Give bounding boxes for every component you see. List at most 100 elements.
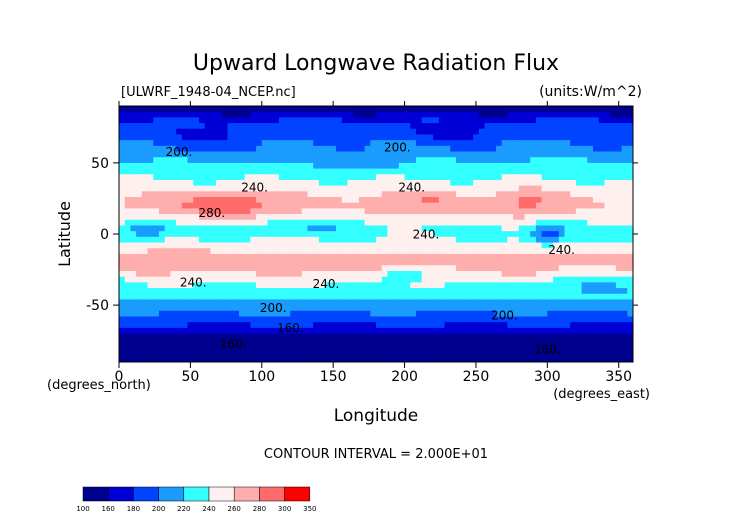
heatmap-cell: [307, 111, 314, 118]
heatmap-cell: [261, 174, 268, 181]
heatmap-cell: [193, 333, 200, 340]
heatmap-cell: [467, 140, 474, 147]
heatmap-cell: [244, 299, 251, 306]
heatmap-cell: [627, 270, 633, 278]
heatmap-cell: [267, 259, 274, 266]
heatmap-cell: [547, 299, 554, 306]
heatmap-cell: [627, 128, 633, 135]
heatmap-cell: [415, 197, 423, 204]
heatmap-cell: [484, 356, 491, 362]
heatmap-cell: [621, 333, 628, 340]
heatmap-cell: [221, 356, 228, 362]
heatmap-cell: [564, 339, 571, 346]
heatmap-cell: [524, 305, 531, 312]
heatmap-cell: [119, 123, 126, 130]
heatmap-cell: [187, 344, 194, 352]
heatmap-cell: [267, 344, 274, 352]
heatmap-cell: [467, 219, 474, 226]
heatmap-cell: [501, 202, 508, 209]
heatmap-cell: [353, 327, 360, 334]
heatmap-cell: [158, 123, 166, 130]
heatmap-cell: [284, 293, 291, 300]
heatmap-cell: [238, 322, 246, 329]
heatmap-cell: [273, 350, 280, 357]
heatmap-cell: [313, 106, 320, 113]
heatmap-cell: [604, 151, 611, 158]
heatmap-cell: [415, 350, 423, 357]
heatmap-cell: [433, 202, 440, 209]
heatmap-cell: [187, 106, 194, 113]
heatmap-cell: [558, 117, 565, 124]
heatmap-cell: [610, 356, 617, 362]
heatmap-cell: [541, 151, 548, 158]
heatmap-cell: [153, 288, 160, 295]
heatmap-cell: [358, 288, 365, 295]
heatmap-cell: [575, 197, 582, 204]
heatmap-cell: [575, 145, 582, 152]
heatmap-cell: [410, 322, 417, 329]
heatmap-cell: [615, 242, 622, 249]
heatmap-cell: [364, 168, 371, 175]
heatmap-cell: [530, 299, 537, 306]
heatmap-cell: [421, 168, 428, 175]
heatmap-cell: [193, 174, 200, 181]
heatmap-cell: [336, 305, 343, 312]
heatmap-cell: [273, 339, 280, 346]
heatmap-cell: [130, 214, 137, 221]
heatmap-cell: [415, 219, 423, 226]
heatmap-cell: [535, 128, 543, 135]
heatmap-cell: [398, 236, 405, 243]
heatmap-cell: [461, 151, 468, 158]
heatmap-cell: [204, 299, 211, 306]
heatmap-cell: [478, 276, 485, 283]
heatmap-cell: [250, 248, 257, 255]
heatmap-cell: [301, 157, 308, 164]
heatmap-cell: [267, 179, 274, 187]
heatmap-cell: [381, 327, 388, 334]
heatmap-cell: [541, 231, 548, 238]
heatmap-cell: [427, 191, 434, 198]
heatmap-cell: [341, 350, 348, 357]
heatmap-cell: [307, 106, 314, 113]
heatmap-cell: [216, 185, 223, 192]
heatmap-cell: [598, 214, 605, 221]
heatmap-cell: [433, 117, 440, 124]
heatmap-cell: [581, 276, 588, 283]
heatmap-cell: [410, 259, 417, 266]
heatmap-cell: [455, 219, 463, 226]
heatmap-cell: [187, 157, 194, 164]
heatmap-cell: [250, 356, 257, 362]
heatmap-cell: [210, 145, 217, 152]
heatmap-cell: [347, 157, 354, 164]
heatmap-cell: [204, 253, 211, 260]
heatmap-cell: [450, 162, 457, 169]
heatmap-cell: [398, 231, 405, 238]
heatmap-cell: [615, 106, 622, 113]
heatmap-cell: [170, 350, 177, 357]
heatmap-cell: [227, 231, 234, 238]
heatmap-cell: [415, 316, 423, 323]
heatmap-cell: [381, 299, 388, 306]
heatmap-cell: [124, 208, 131, 215]
heatmap-cell: [530, 316, 537, 323]
heatmap-cell: [136, 316, 143, 323]
heatmap-cell: [438, 333, 445, 340]
heatmap-cell: [541, 140, 548, 147]
heatmap-cell: [313, 327, 320, 334]
heatmap-cell: [387, 270, 394, 278]
heatmap-cell: [221, 214, 228, 221]
heatmap-cell: [313, 316, 320, 323]
heatmap-cell: [427, 242, 434, 249]
heatmap-cell: [147, 106, 154, 113]
heatmap-cell: [261, 305, 268, 312]
heatmap-cell: [278, 270, 286, 278]
heatmap-cell: [267, 191, 274, 198]
heatmap-cell: [398, 282, 405, 289]
heatmap-cell: [575, 157, 582, 164]
heatmap-cell: [604, 282, 611, 289]
heatmap-cell: [296, 123, 303, 130]
heatmap-cell: [535, 168, 543, 175]
heatmap-cell: [398, 350, 405, 357]
heatmap-cell: [564, 327, 571, 334]
heatmap-cell: [621, 134, 628, 141]
